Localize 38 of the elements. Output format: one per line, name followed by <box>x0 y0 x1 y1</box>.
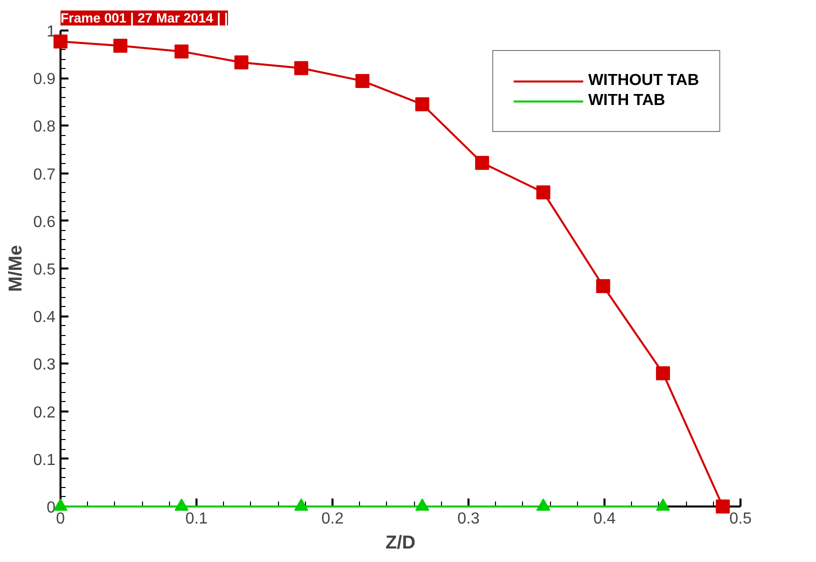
legend-label: WITHOUT TAB <box>588 72 699 90</box>
point <box>596 279 610 294</box>
x-tick-label: 0.5 <box>729 510 752 528</box>
chart-title: Frame 001 | 27 Mar 2014 | | <box>60 10 228 26</box>
y-tick-label: 0.3 <box>33 356 56 374</box>
y-tick-label: 0.9 <box>33 71 56 88</box>
x-tick-label: 0.2 <box>321 510 344 528</box>
point <box>415 97 430 112</box>
point <box>113 38 128 53</box>
point <box>174 44 189 58</box>
point <box>234 55 248 70</box>
point <box>294 498 308 511</box>
y-tick-label: 1 <box>46 24 56 40</box>
point <box>536 185 550 200</box>
point <box>415 498 430 511</box>
y-axis-title: M/Me <box>4 245 26 292</box>
y-tick-label: 0.6 <box>33 214 56 231</box>
y-tick-label: 0.7 <box>33 166 56 184</box>
y-tick-label: 0.4 <box>33 309 56 326</box>
point <box>54 34 68 48</box>
y-tick-label: 0 <box>46 500 56 516</box>
point <box>355 74 370 88</box>
x-tick-label: 0.1 <box>185 510 208 528</box>
y-tick-label: 0.1 <box>33 452 56 469</box>
y-tick-label: 0.8 <box>33 118 56 136</box>
x-tick-label: 0.3 <box>457 510 480 528</box>
y-tick-label: 0.2 <box>33 404 56 422</box>
y-tick-label: 0.5 <box>33 262 56 278</box>
x-tick-label: 0.4 <box>593 510 616 528</box>
legend-label: WITH TAB <box>588 92 666 110</box>
point <box>475 156 490 170</box>
point <box>656 366 670 380</box>
point <box>294 61 308 76</box>
x-axis-title: Z/D <box>385 532 416 552</box>
point <box>536 498 550 511</box>
point <box>54 498 68 511</box>
point <box>174 498 189 511</box>
point <box>656 498 670 511</box>
